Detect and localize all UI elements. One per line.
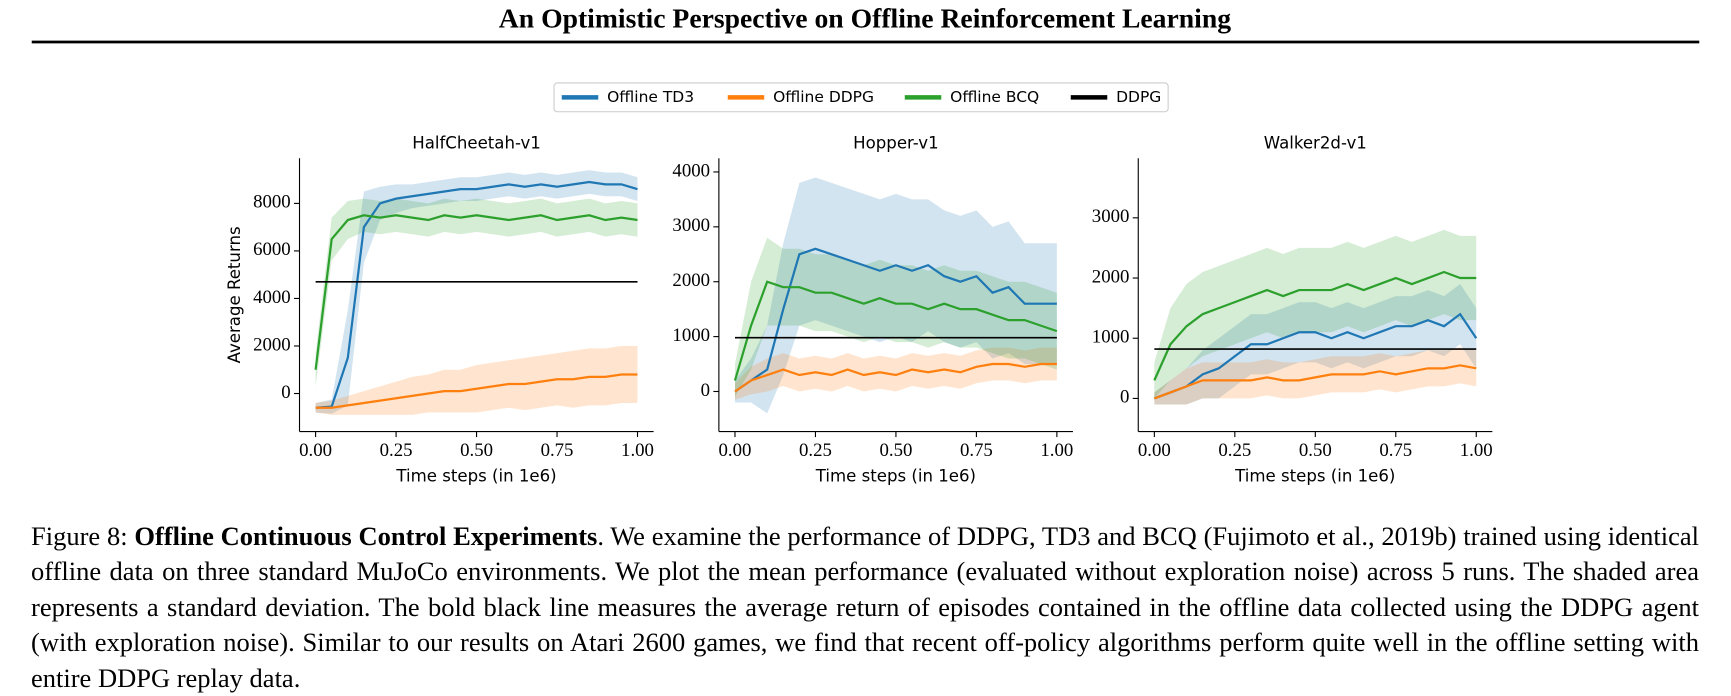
series-line	[315, 180, 638, 409]
x-tick-label: 0.25	[1218, 440, 1251, 461]
series-line	[1153, 312, 1478, 400]
x-tick-label: 0.50	[1299, 440, 1332, 461]
y-tick-label: 1000	[1092, 327, 1130, 348]
y-tick-label: 8000	[253, 192, 291, 213]
x-tick-label: 1.00	[1040, 440, 1073, 461]
std-band	[734, 177, 1057, 414]
y-tick-label: 3000	[672, 215, 710, 236]
y-tick-label: 0	[1120, 387, 1129, 408]
x-tick-label: 0.00	[1138, 440, 1171, 461]
x-tick-label: 0.25	[799, 440, 832, 461]
x-axis-label: Time steps (in 1e6)	[395, 466, 556, 485]
series-line	[734, 362, 1057, 393]
y-tick-label: 4000	[253, 287, 291, 308]
legend-label: Offline DDPG	[773, 88, 874, 106]
chart-title: HalfCheetah-v1	[412, 133, 541, 152]
std-band	[734, 347, 1057, 400]
caption-text: . We examine the performance of DDPG, TD…	[31, 521, 1700, 693]
series-line	[1153, 364, 1477, 400]
y-tick-label: 6000	[253, 239, 291, 260]
x-tick-label: 0.00	[719, 440, 752, 461]
paper-header: An Optimistic Perspective on Offline Rei…	[499, 2, 1231, 33]
x-tick-label: 0.50	[879, 440, 912, 461]
chart-title: Walker2d-v1	[1264, 133, 1367, 152]
legend-box	[553, 82, 1169, 113]
x-tick-label: 1.00	[1460, 440, 1493, 461]
y-tick-label: 2000	[1092, 266, 1130, 287]
legend-label: Offline BCQ	[950, 88, 1039, 106]
y-tick-label: 0	[701, 380, 710, 401]
std-band	[315, 198, 638, 387]
y-tick-label: 2000	[672, 270, 710, 291]
y-axis-label: Average Returns	[225, 226, 244, 363]
caption-label: Figure 8:	[31, 521, 128, 551]
y-tick-label: 4000	[672, 160, 710, 181]
series-line	[314, 214, 638, 370]
legend-label: DDPG	[1116, 88, 1161, 106]
x-tick-label: 0.75	[960, 440, 993, 461]
y-tick-label: 1000	[672, 325, 710, 346]
std-band	[315, 345, 638, 415]
x-tick-label: 0.75	[1379, 440, 1412, 461]
std-band	[315, 170, 638, 414]
x-tick-label: 0.25	[380, 440, 413, 461]
series-line	[315, 373, 638, 409]
x-tick-label: 1.00	[621, 440, 654, 461]
figure: An Optimistic Perspective on Offline Rei…	[31, 2, 1700, 485]
chart-title: Hopper-v1	[853, 133, 939, 152]
x-axis-label: Time steps (in 1e6)	[815, 466, 976, 485]
x-tick-label: 0.50	[460, 440, 493, 461]
caption-bold: Offline Continuous Control Experiments	[134, 521, 598, 551]
std-band	[1154, 284, 1477, 405]
x-tick-label: 0.00	[299, 440, 332, 461]
y-tick-label: 2000	[253, 334, 291, 355]
caption: Figure 8: Offline Continuous Control Exp…	[31, 519, 1699, 696]
y-tick-label: 0	[281, 382, 290, 403]
legend-label: Offline TD3	[607, 88, 694, 106]
y-tick-label: 3000	[1092, 206, 1130, 227]
x-axis-label: Time steps (in 1e6)	[1234, 466, 1395, 485]
std-band	[1154, 347, 1477, 405]
series-line	[734, 247, 1057, 393]
x-tick-label: 0.75	[541, 440, 574, 461]
series-line	[733, 280, 1058, 381]
std-band	[1154, 229, 1477, 399]
series-line	[1153, 270, 1477, 381]
